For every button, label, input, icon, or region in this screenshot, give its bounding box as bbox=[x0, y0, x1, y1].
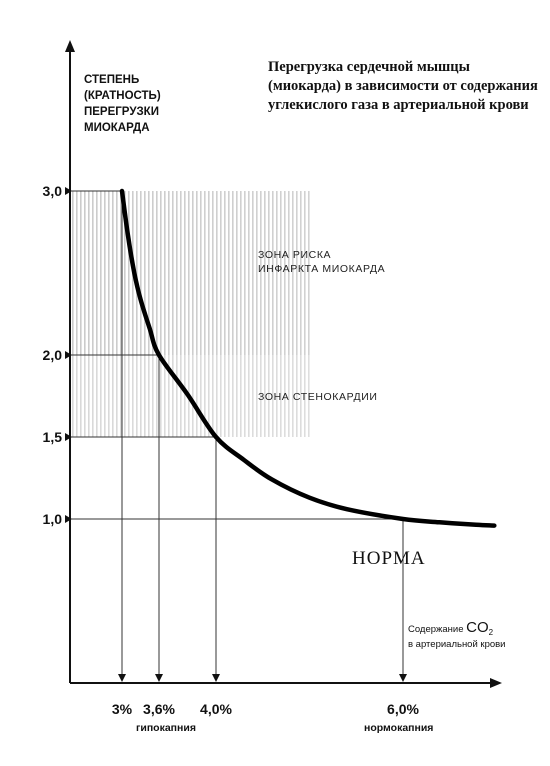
zone-label-infarct-risk: ЗОНА РИСКА ИНФАРКТА МИОКАРДА bbox=[258, 249, 386, 275]
category-hypocapnia: гипокапния bbox=[136, 722, 196, 734]
overload-curve bbox=[119, 188, 497, 528]
guide-arrowhead-3 bbox=[399, 674, 407, 682]
guides-layer bbox=[70, 190, 407, 682]
guide-arrowhead-2 bbox=[212, 674, 220, 682]
y-tick-label-1: 1,5 bbox=[43, 429, 63, 445]
y-tick-mark-1 bbox=[65, 433, 72, 441]
x-axis-title: Содержание CO2 в артериальной крови bbox=[408, 619, 528, 651]
ticks-layer: 1,0 1,5 2,0 3,0 3% 3,6% 4,0% 6,0% bbox=[43, 183, 420, 717]
x-axis-arrow bbox=[490, 678, 502, 688]
zone-label-angina: ЗОНА СТЕНОКАРДИИ bbox=[258, 391, 378, 403]
x-tick-label-3: 6,0% bbox=[387, 701, 419, 717]
chart-title: Перегрузка сердечной мышцы (миокарда) в … bbox=[268, 59, 538, 113]
y-tick-mark-2 bbox=[65, 351, 72, 359]
x-tick-label-2: 4,0% bbox=[200, 701, 232, 717]
guide-arrowhead-0 bbox=[118, 674, 126, 682]
norm-annotation: НОРМА bbox=[352, 548, 426, 569]
x-tick-label-1: 3,6% bbox=[143, 701, 175, 717]
axes-layer bbox=[65, 40, 502, 688]
x-axis-title-suffix: в артериальной крови bbox=[408, 638, 506, 650]
y-axis-arrow bbox=[65, 40, 75, 52]
zone-band-0 bbox=[70, 191, 310, 355]
y-tick-mark-0 bbox=[65, 515, 72, 523]
y-tick-label-2: 2,0 bbox=[43, 347, 63, 363]
y-tick-label-0: 1,0 bbox=[43, 511, 63, 527]
guide-arrowhead-1 bbox=[155, 674, 163, 682]
y-tick-mark-3 bbox=[65, 187, 72, 195]
x-axis-title-prefix: Содержание bbox=[408, 624, 464, 635]
curve-layer bbox=[119, 188, 497, 528]
y-tick-label-3: 3,0 bbox=[43, 183, 63, 199]
x-axis-title-symbol: CO bbox=[466, 619, 489, 636]
category-normocapnia: нормокапния bbox=[364, 722, 434, 734]
y-axis-title: СТЕПЕНЬ (КРАТНОСТЬ) ПЕРЕГРУЗКИ МИОКАРДА bbox=[84, 74, 161, 134]
x-axis-title-subscript: 2 bbox=[488, 627, 494, 637]
x-tick-label-0: 3% bbox=[112, 701, 133, 717]
